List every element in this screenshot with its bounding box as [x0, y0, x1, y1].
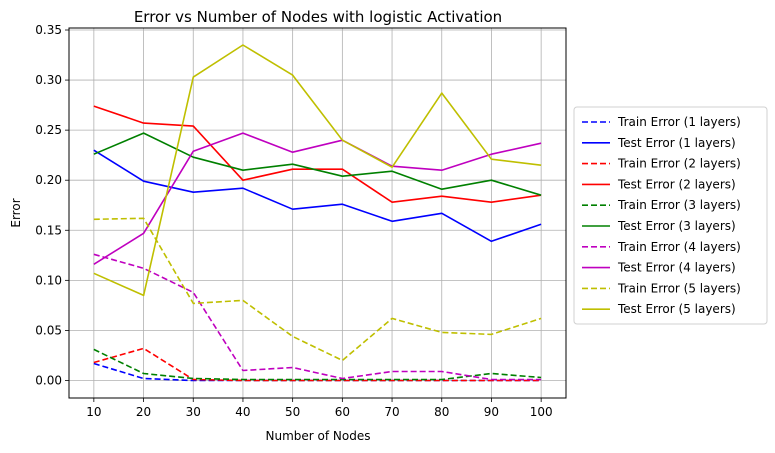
x-tick-label: 40 [235, 405, 250, 419]
legend-label: Train Error (2 layers) [617, 157, 741, 171]
legend-label: Test Error (4 layers) [617, 261, 736, 275]
y-axis-label: Error [9, 198, 23, 227]
series-line-5 [93, 348, 542, 381]
series-line-4 [93, 105, 542, 203]
series-line-1 [93, 362, 542, 382]
y-tick-label: 0.10 [35, 273, 62, 287]
legend-label: Train Error (4 layers) [617, 240, 741, 254]
x-tick-label: 90 [484, 405, 499, 419]
series-line-9 [93, 217, 542, 362]
legend-box [573, 106, 768, 325]
y-tick-label: 0.30 [35, 73, 62, 87]
x-tick-label: 20 [136, 405, 151, 419]
x-tick-label: 70 [384, 405, 399, 419]
y-tick-label: 0.25 [35, 123, 62, 137]
ticks: 10 20 30 40 50 60 70 80 90 100 0.00 0.05 0.10 0.15 0.2… [35, 23, 552, 419]
x-tick-label: 60 [335, 405, 350, 419]
series-line-2 [93, 149, 542, 243]
legend-label: Train Error (5 layers) [617, 281, 741, 295]
series-line-10 [93, 44, 542, 297]
x-tick-label: 100 [530, 405, 553, 419]
legend-label: Train Error (1 layers) [617, 115, 741, 129]
x-tick-label: 10 [86, 405, 101, 419]
grid [69, 28, 566, 398]
x-tick-label: 30 [186, 405, 201, 419]
chart-title: Error vs Number of Nodes with logistic A… [134, 8, 502, 26]
legend: Train Error (1 layers) Test Error (1 laye… [573, 106, 768, 325]
legend-label: Test Error (5 layers) [617, 302, 736, 316]
series-line-8 [93, 132, 542, 265]
legend-label: Train Error (3 layers) [617, 198, 741, 212]
legend-label: Test Error (3 layers) [617, 219, 736, 233]
y-tick-label: 0.15 [35, 223, 62, 237]
x-tick-label: 80 [434, 405, 449, 419]
y-tick-label: 0.00 [35, 373, 62, 387]
y-tick-label: 0.05 [35, 323, 62, 337]
series-layer [93, 44, 542, 382]
y-tick-label: 0.20 [35, 173, 62, 187]
series-line-3 [93, 347, 542, 382]
legend-label: Test Error (2 layers) [617, 177, 736, 191]
y-tick-label: 0.35 [35, 23, 62, 37]
x-tick-label: 50 [285, 405, 300, 419]
series-line-6 [93, 132, 542, 196]
series-line-7 [93, 253, 542, 381]
legend-label: Test Error (1 layers) [617, 136, 736, 150]
x-axis-label: Number of Nodes [266, 429, 371, 443]
plot-frame [68, 27, 567, 399]
